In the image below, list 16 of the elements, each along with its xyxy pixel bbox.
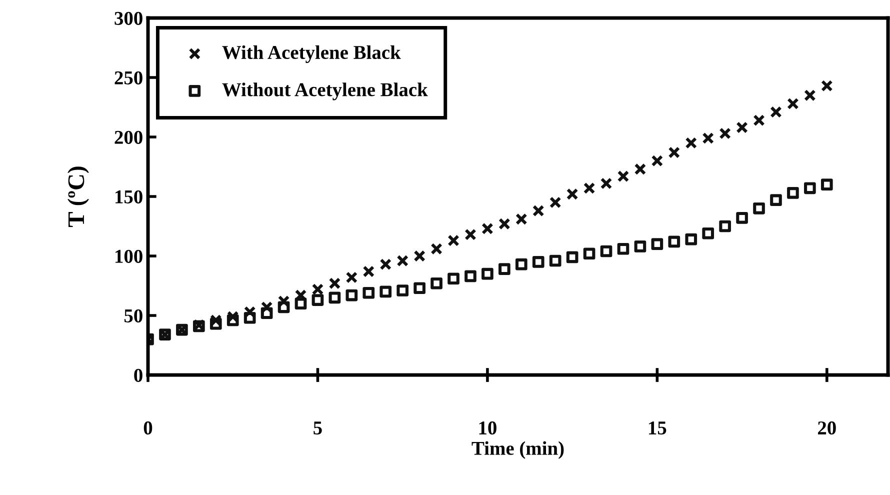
x-tick-label: 5 <box>314 422 322 435</box>
legend-label: With Acetylene Black <box>222 45 401 64</box>
y-tick-label: 150 <box>116 190 142 204</box>
y-axis-title: T (ºC) <box>68 166 89 228</box>
x-tick-label: 20 <box>818 421 836 435</box>
x-tick-label: 15 <box>649 421 666 435</box>
y-tick-label: 300 <box>114 12 142 25</box>
y-tick-label: 250 <box>114 71 142 84</box>
x-axis-title: Time (min) <box>472 441 564 459</box>
y-tick-label: 50 <box>124 309 142 322</box>
legend-label: Without Acetylene Black <box>222 82 428 100</box>
y-tick-label: 200 <box>114 130 142 144</box>
x-tick-label: 10 <box>479 421 496 435</box>
y-tick-label: 0 <box>134 368 142 382</box>
y-tick-label: 100 <box>116 250 142 263</box>
x-tick-label: 0 <box>144 421 152 435</box>
